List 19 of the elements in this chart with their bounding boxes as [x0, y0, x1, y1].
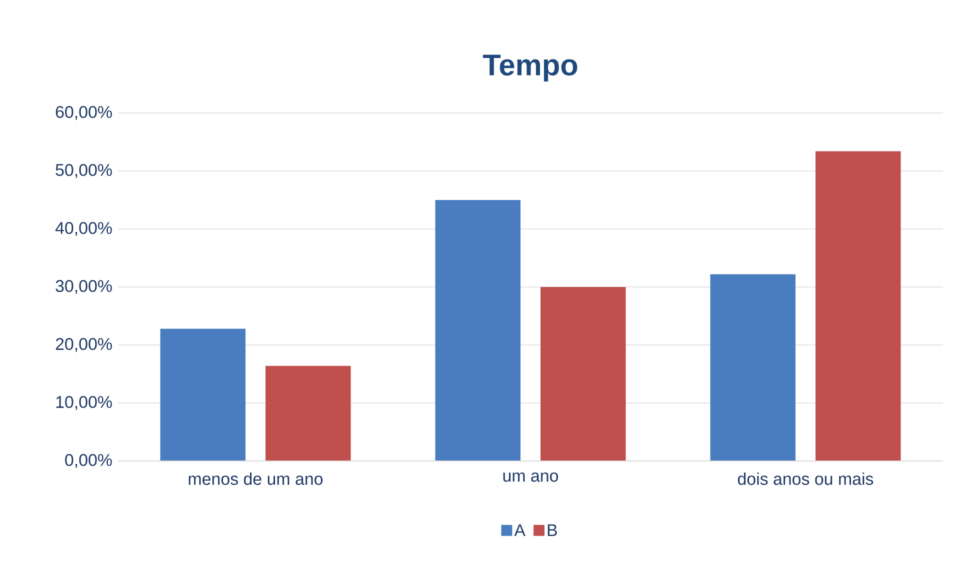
y-tick-label: 10,00%	[56, 396, 112, 410]
bar	[816, 151, 901, 461]
bar	[435, 200, 521, 461]
x-tick-label: dois anos ou mais	[738, 472, 874, 485]
bar	[540, 286, 626, 461]
legend-label: A	[514, 524, 526, 536]
bar	[266, 366, 351, 461]
bar	[160, 328, 246, 461]
y-tick-label: 50,00%	[56, 164, 112, 178]
y-tick-label: 30,00%	[56, 280, 112, 294]
bar	[710, 274, 796, 461]
y-tick-label: 60,00%	[56, 106, 112, 120]
legend-label: B	[548, 524, 557, 536]
y-tick-label: 40,00%	[55, 222, 112, 236]
x-tick-label: menos de um ano	[188, 472, 323, 485]
y-tick-label: 20,00%	[56, 338, 112, 352]
y-tick-label: 0,00%	[65, 454, 112, 468]
chart-title: Tempo	[482, 54, 578, 82]
x-tick-label: um ano	[503, 472, 558, 482]
